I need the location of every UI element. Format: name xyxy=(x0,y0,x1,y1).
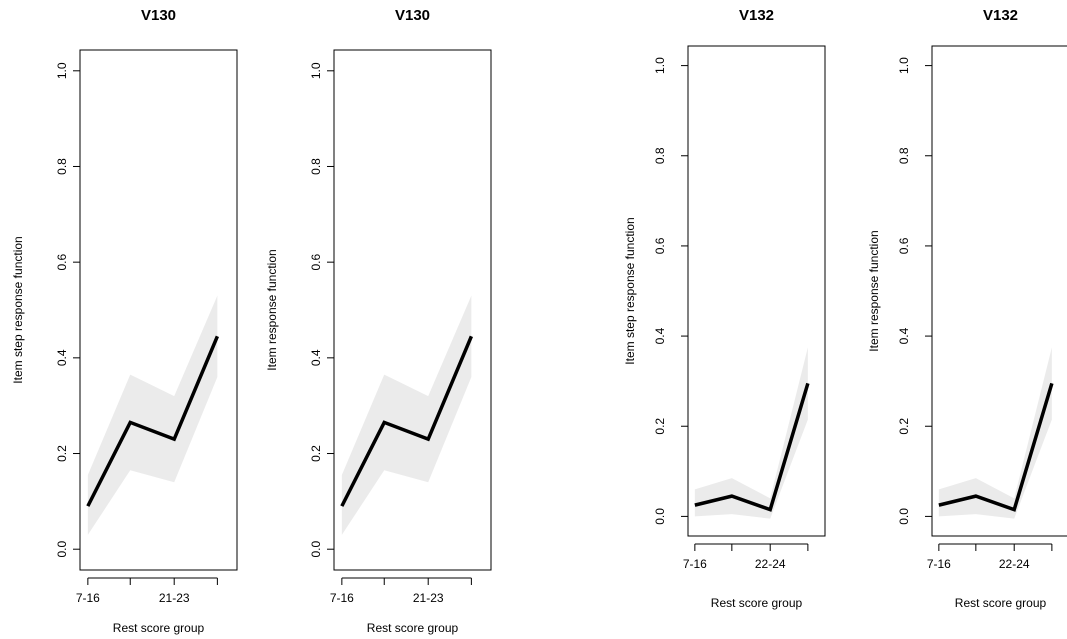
chart-panel-2: V130 0.0 0.2 0.4 0.6 0.8 1.0 7-16 21-23 Rest scor… xyxy=(265,7,492,635)
chart-title: V130 xyxy=(395,7,430,24)
y-tick-label: 0.6 xyxy=(55,253,69,270)
response-function-line xyxy=(938,382,1054,512)
plot-frame xyxy=(931,45,1067,537)
plot-frame xyxy=(333,49,492,571)
x-axis-title: Rest score group xyxy=(711,596,803,610)
y-tick-label: 0.8 xyxy=(309,158,323,175)
y-tick-label: 0.4 xyxy=(653,327,667,344)
x-tick-label: 21-23 xyxy=(413,591,444,605)
x-axis-title: Rest score group xyxy=(367,621,459,635)
chart-panel-1: V130 0.0 0.2 0.4 0.6 0.8 1.0 7-16 21-23 Rest scor… xyxy=(11,7,238,635)
x-tick-label: 21-23 xyxy=(159,591,190,605)
y-tick-label: 0.0 xyxy=(897,508,911,525)
y-tick-label: 0.2 xyxy=(55,445,69,462)
x-axis-title: Rest score group xyxy=(955,596,1047,610)
response-function-line xyxy=(86,335,219,507)
y-tick-label: 0.8 xyxy=(653,147,667,164)
y-tick-label: 1.0 xyxy=(897,57,911,74)
y-tick-label: 0.0 xyxy=(55,541,69,558)
y-axis-title: Item step response function xyxy=(623,217,637,364)
y-tick-label: 0.8 xyxy=(55,158,69,175)
y-axis-title: Item response function xyxy=(265,249,279,370)
confidence-band xyxy=(938,347,1052,519)
chart-title: V130 xyxy=(141,7,176,24)
y-tick-label: 0.6 xyxy=(653,237,667,254)
chart-panel-3: V132 0.0 0.2 0.4 0.6 0.8 1.0 7-16 22-24 Rest scor… xyxy=(623,7,826,610)
x-tick-label: 7-16 xyxy=(927,557,951,571)
y-tick-label: 1.0 xyxy=(653,57,667,74)
confidence-band xyxy=(341,295,472,535)
y-tick-label: 1.0 xyxy=(55,62,69,79)
x-tick-label: 7-16 xyxy=(330,591,354,605)
chart-panel-4: V132 0.0 0.2 0.4 0.6 0.8 1.0 7-16 22-24 Rest scor… xyxy=(867,7,1067,610)
response-function-line xyxy=(340,335,473,507)
y-tick-label: 0.4 xyxy=(897,327,911,344)
y-tick-label: 0.6 xyxy=(309,253,323,270)
x-tick-label: 22-24 xyxy=(999,557,1030,571)
y-tick-label: 0.0 xyxy=(653,508,667,525)
y-axis-title: Item response function xyxy=(867,230,881,351)
y-tick-label: 0.0 xyxy=(309,541,323,558)
y-tick-label: 0.2 xyxy=(897,418,911,435)
x-tick-label: 7-16 xyxy=(76,591,100,605)
plot-frame xyxy=(79,49,238,571)
x-tick-label: 22-24 xyxy=(755,557,786,571)
confidence-band xyxy=(87,295,218,535)
y-tick-label: 0.2 xyxy=(653,418,667,435)
y-tick-label: 0.4 xyxy=(309,349,323,366)
y-tick-label: 0.8 xyxy=(897,147,911,164)
y-tick-label: 0.4 xyxy=(55,349,69,366)
chart-title: V132 xyxy=(739,7,774,24)
y-tick-label: 0.2 xyxy=(309,445,323,462)
y-tick-label: 1.0 xyxy=(309,62,323,79)
confidence-band xyxy=(694,347,808,519)
chart-title: V132 xyxy=(983,7,1018,24)
response-function-line xyxy=(694,382,810,512)
y-axis-title: Item step response function xyxy=(11,236,25,383)
plot-frame xyxy=(687,45,826,537)
y-tick-label: 0.6 xyxy=(897,237,911,254)
x-tick-label: 7-16 xyxy=(683,557,707,571)
x-axis-title: Rest score group xyxy=(113,621,205,635)
